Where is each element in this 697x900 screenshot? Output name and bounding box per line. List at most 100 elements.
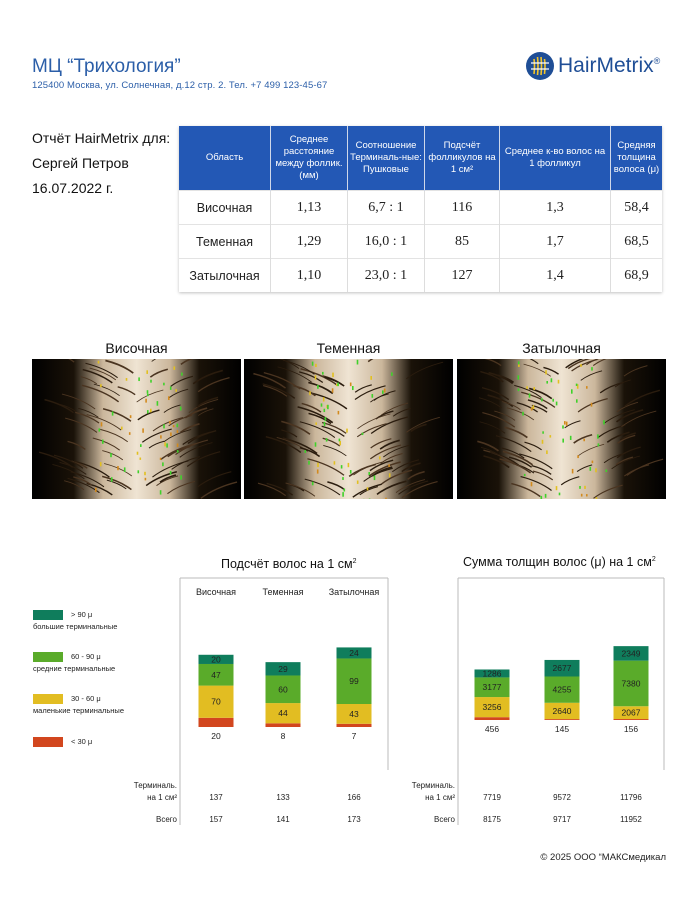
bar-segment: [544, 719, 580, 720]
bar-segment: [265, 703, 301, 724]
bar-segment: [265, 675, 301, 704]
table-header-cell: Подсчёт фолликулов на 1 см²: [424, 126, 500, 191]
table-cell: 1,29: [270, 224, 348, 259]
bar-value-label: 2349: [622, 648, 641, 658]
scalp-background: [244, 359, 453, 499]
terminal-total: 9572: [553, 793, 571, 802]
bar-value-label: 3256: [483, 702, 502, 712]
bar-value-label: 47: [211, 670, 221, 680]
table-cell: 116: [424, 190, 500, 225]
clinic-name: МЦ “Трихология”: [32, 56, 181, 77]
terminal-total: 166: [347, 793, 361, 802]
table-header-cell: Среднее расстояние между фоллик. (мм): [270, 126, 348, 191]
bar-segment: [198, 685, 234, 718]
terminal-total: 11796: [620, 793, 642, 802]
legend-item-vellus: < 30 μ: [33, 737, 173, 751]
terminal-total: 137: [209, 793, 223, 802]
scalp-photo-parietal: [244, 359, 453, 499]
table-cell: 1,3: [499, 190, 611, 225]
bar-value-label: 3177: [483, 682, 502, 692]
bar-segment: [544, 676, 580, 703]
bar-segment: [613, 660, 649, 707]
table-cell: 68,9: [610, 258, 662, 292]
bar-value-label: 20: [211, 654, 221, 664]
hairmetrix-logo-icon: [526, 52, 554, 80]
photo-label-temporal: Височная: [105, 340, 168, 356]
bar-value-label: 43: [349, 709, 359, 719]
hair-strands: [477, 359, 664, 499]
photo-label-occipital: Затылочная: [522, 340, 601, 356]
total-value: 11952: [620, 815, 642, 824]
bar-segment: [265, 662, 301, 676]
summary-label-terminal-line2: на 1 см²: [147, 793, 177, 802]
table-cell: 23,0 : 1: [347, 258, 425, 292]
table-row: Височная 1,13 6,7 : 1 116 1,3 58,4: [179, 190, 662, 225]
report-info: Отчёт HairMetrix для: Сергей Петров 16.0…: [32, 126, 170, 201]
bar-segment: [198, 663, 234, 686]
bar-segment: [474, 677, 510, 698]
bar-value-label: 20: [211, 731, 221, 741]
table-header-cell: Соотношение Терминаль-ные: Пушковые: [347, 126, 425, 191]
bar-value-label: 60: [278, 684, 288, 694]
bar-value-label: 44: [278, 708, 288, 718]
bar-value-label: 99: [349, 676, 359, 686]
follicle-markers: [304, 359, 393, 499]
terminal-total: 133: [276, 793, 290, 802]
table-cell: 58,4: [610, 190, 662, 225]
legend-item-medium-terminal: 60 - 90 μ средние терминальные: [33, 652, 116, 673]
summary-label-total: Всего: [434, 815, 456, 824]
bar-segment: [613, 646, 649, 661]
legend-swatch: [33, 610, 63, 620]
metrics-table: Область Среднее расстояние между фоллик.…: [179, 126, 662, 292]
scalp-background: [32, 359, 241, 499]
table-cell: 1,7: [499, 224, 611, 259]
report-date: 16.07.2022 г.: [32, 180, 114, 196]
table-cell: 68,5: [610, 224, 662, 259]
bar-value-label: 7: [352, 731, 357, 741]
bar-segment: [265, 723, 301, 727]
hair-strands: [38, 359, 238, 499]
bar-value-label: 24: [349, 648, 359, 658]
bar-value-label: 4255: [553, 685, 572, 695]
category-label: Височная: [196, 587, 236, 597]
terminal-total: 7719: [483, 793, 501, 802]
bar-segment: [474, 717, 510, 720]
table-cell: 16,0 : 1: [347, 224, 425, 259]
logo-registered-mark: ®: [653, 56, 661, 66]
table-cell: 85: [424, 224, 500, 259]
bar-value-label: 1286: [483, 668, 502, 678]
follicle-markers: [95, 360, 183, 495]
chart-title-hair-count: Подсчёт волос на 1 см2: [221, 557, 357, 571]
total-value: 141: [276, 815, 290, 824]
total-value: 157: [209, 815, 223, 824]
scalp-background: [457, 359, 666, 499]
table-header-cell: Область: [179, 126, 271, 191]
bar-segment: [198, 654, 234, 664]
total-value: 8175: [483, 815, 501, 824]
bar-value-label: 70: [211, 697, 221, 707]
table-cell: 1,10: [270, 258, 348, 292]
bar-value-label: 7380: [622, 678, 641, 688]
bar-segment: [613, 719, 649, 720]
scalp-photo-temporal: [32, 359, 241, 499]
bar-value-label: 2677: [553, 663, 572, 673]
clinic-address: 125400 Москва, ул. Солнечная, д.12 стр. …: [32, 80, 328, 91]
legend-item-large-terminal: > 90 μ большие терминальные: [33, 610, 118, 631]
table-row: Затылочная 1,10 23,0 : 1 127 1,4 68,9: [179, 258, 662, 292]
footer-copyright: © 2025 ООО “МАКСмедикал: [540, 852, 666, 863]
total-value: 173: [347, 815, 361, 824]
bar-value-label: 2640: [553, 706, 572, 716]
bar-segment: [544, 702, 580, 720]
bar-segment: [336, 658, 372, 704]
patient-name: Сергей Петров: [32, 155, 129, 171]
table-row: Теменная 1,29 16,0 : 1 85 1,7 68,5: [179, 224, 662, 259]
follicle-markers: [517, 361, 608, 499]
bar-segment: [336, 647, 372, 659]
table-cell: 1,13: [270, 190, 348, 225]
bar-segment: [474, 697, 510, 718]
summary-label-terminal: Терминаль.: [412, 781, 455, 790]
category-label: Затылочная: [329, 587, 380, 597]
table-header-cell: Средняя толщина волоса (μ): [610, 126, 662, 191]
table-cell: 6,7 : 1: [347, 190, 425, 225]
summary-label-total: Всего: [156, 815, 178, 824]
